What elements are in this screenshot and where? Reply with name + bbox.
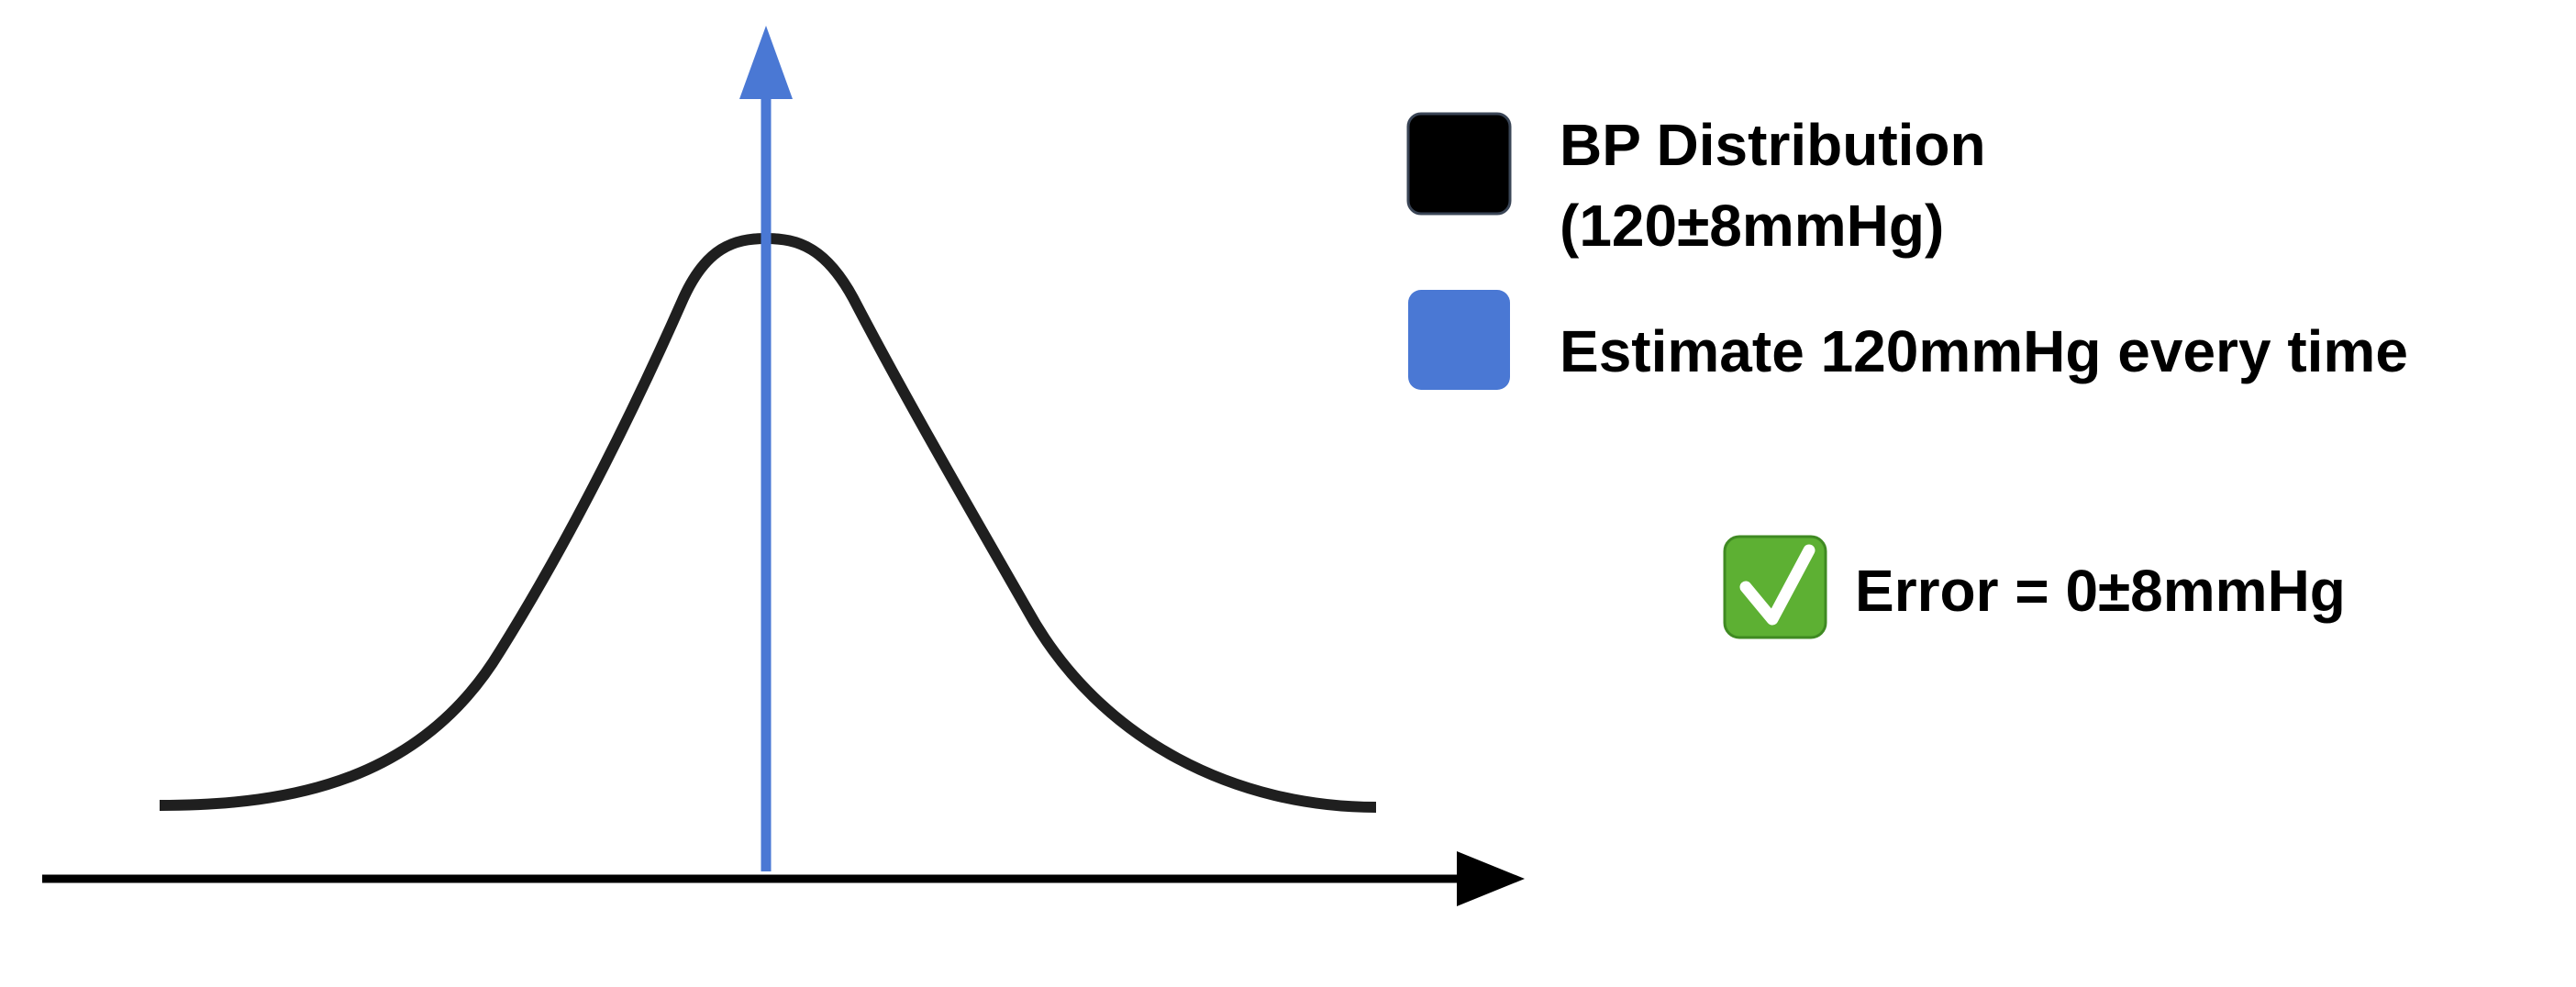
x-axis-arrowhead — [1457, 851, 1525, 906]
legend-swatch-distribution — [1406, 112, 1512, 216]
legend: BP Distribution (120±8mmHg) Estimate 120… — [1406, 112, 2408, 390]
estimate-arrowhead — [739, 26, 793, 99]
legend-label-distribution-line2: (120±8mmHg) — [1560, 193, 1944, 259]
legend-label-estimate: Estimate 120mmHg every time — [1560, 318, 2408, 384]
legend-label-distribution-line1: BP Distribution — [1560, 112, 1986, 178]
check-mark-button-icon — [1723, 535, 1827, 639]
estimate-arrow — [739, 26, 793, 871]
legend-swatch-estimate — [1408, 290, 1510, 390]
error-text: Error = 0±8mmHg — [1855, 558, 2346, 624]
x-axis-arrow — [42, 851, 1525, 906]
error-result: Error = 0±8mmHg — [1723, 535, 2346, 639]
